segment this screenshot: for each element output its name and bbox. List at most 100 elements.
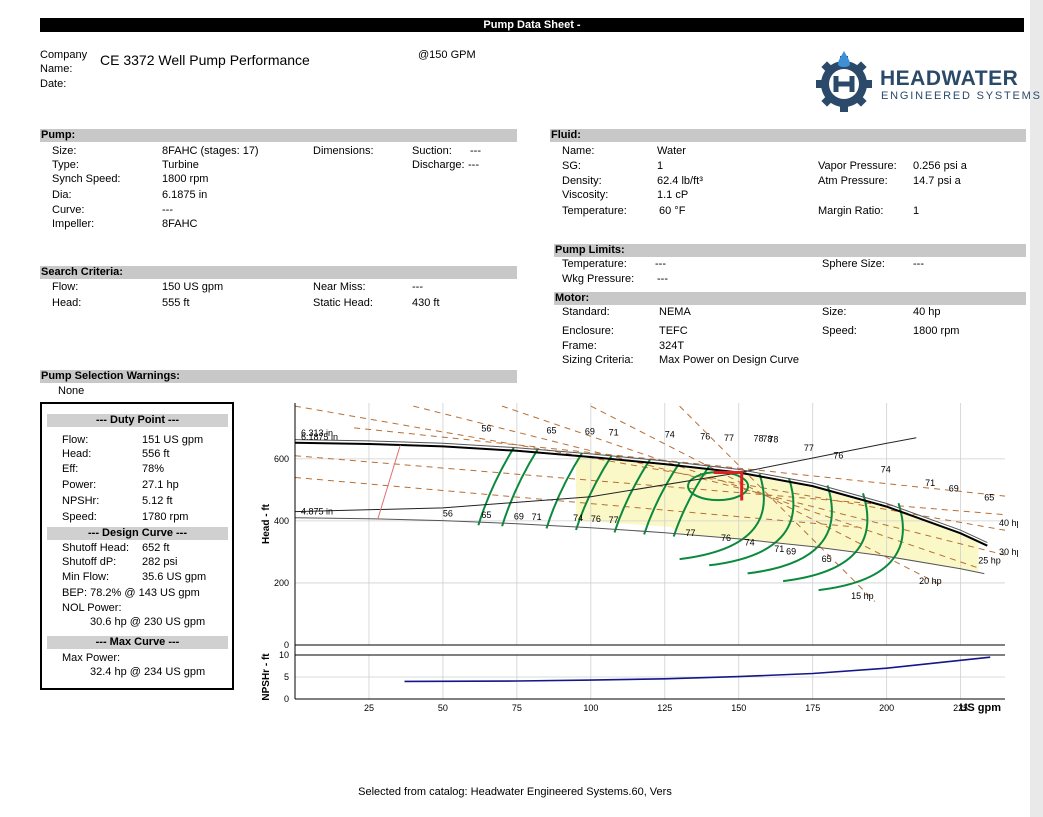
xtick-25: 25 xyxy=(364,703,374,713)
duty-point-heading: --- Duty Point --- xyxy=(47,414,228,427)
xtick-75: 75 xyxy=(512,703,522,713)
head-ytick-600: 600 xyxy=(274,454,289,464)
preferred-operating-region xyxy=(576,455,979,573)
min-flow-line xyxy=(377,444,401,520)
company-label-line2: Name: xyxy=(40,63,73,75)
pump-impeller-label: Impeller: xyxy=(52,218,95,230)
design-curve-heading: --- Design Curve --- xyxy=(47,527,228,540)
efficiency-line-left-3 xyxy=(575,455,613,531)
search-criteria-heading: Search Criteria: xyxy=(40,266,517,279)
diameter-label-6-313: 6.313 in xyxy=(301,428,333,438)
motor-enclosure-label: Enclosure: xyxy=(562,325,614,337)
static-head-label: Static Head: xyxy=(313,297,373,309)
date-label: Date: xyxy=(40,78,67,90)
npsh-ytick-5: 5 xyxy=(284,672,289,682)
efficiency-label-top-11: 76 xyxy=(833,451,843,461)
pump-synch-speed-label: Synch Speed: xyxy=(52,173,121,185)
xtick-150: 150 xyxy=(731,703,746,713)
efficiency-label-top-3: 71 xyxy=(609,427,619,437)
pump-type-value: Turbine xyxy=(162,159,199,171)
head-ytick-0: 0 xyxy=(284,640,289,650)
efficiency-line-left-2 xyxy=(545,452,583,529)
efficiency-label-top-13: 71 xyxy=(925,478,935,488)
head-ytick-400: 400 xyxy=(274,516,289,526)
motor-frame-value: 324T xyxy=(659,340,685,352)
duty-power-value: 27.1 hp xyxy=(142,479,179,491)
efficiency-label-bottom-4: 74 xyxy=(573,513,583,523)
power-label-3: 30 hp xyxy=(999,547,1018,557)
efficiency-line-right-0 xyxy=(679,473,765,561)
pump-curve-value: --- xyxy=(162,204,173,216)
motor-speed-value: 1800 rpm xyxy=(913,325,960,337)
power-line-extra-0 xyxy=(294,455,1006,516)
search-flow-label: Flow: xyxy=(52,281,79,293)
logo-tagline: ENGINEERED SYSTEMS xyxy=(881,90,1042,102)
limit-temperature-label: Temperature: xyxy=(562,258,627,270)
duty-eff-label: Eff: xyxy=(62,463,79,475)
motor-sizing-value: Max Power on Design Curve xyxy=(659,354,800,366)
headwater-logo: HEADWATER ENGINEERED SYSTEMS xyxy=(812,50,1040,114)
npsh-ytick-0: 0 xyxy=(284,694,289,704)
motor-size-label: Size: xyxy=(822,306,847,318)
pump-size-label: Size: xyxy=(52,145,77,157)
xtick-225: 225 xyxy=(953,703,968,713)
xtick-200: 200 xyxy=(879,703,894,713)
npsh-axis-title: NPSHr - ft xyxy=(261,653,272,701)
motor-heading: Motor: xyxy=(554,292,1026,305)
pump-section-heading: Pump: xyxy=(40,129,517,142)
company-name-value: CE 3372 Well Pump Performance xyxy=(100,52,310,68)
npshr-curve xyxy=(404,656,991,683)
pump-impeller-value: 8FAHC xyxy=(162,218,198,230)
motor-standard-label: Standard: xyxy=(562,306,610,318)
min-flow-value: 35.6 US gpm xyxy=(142,571,207,583)
max-diameter-curve xyxy=(294,439,988,544)
efficiency-line-left-5 xyxy=(643,462,681,535)
duty-head-value: 556 ft xyxy=(142,448,170,460)
static-head-value: 430 ft xyxy=(412,297,440,309)
diameter-label-6-1875: 6.1875 in xyxy=(301,432,338,442)
efficiency-label-bottom-6: 77 xyxy=(609,515,619,525)
power-label-1: 20 hp xyxy=(919,576,942,586)
min-flow-label: Min Flow: xyxy=(62,571,110,583)
efficiency-label-bottom-12: 65 xyxy=(822,554,832,564)
near-miss-value: --- xyxy=(412,281,423,293)
npsh-ytick-10: 10 xyxy=(279,650,289,660)
efficiency-label-top-2: 69 xyxy=(585,427,595,437)
catalog-footer: Selected from catalog: Headwater Enginee… xyxy=(358,786,672,798)
pump-size-value: 8FAHC (stages: 17) xyxy=(162,145,259,157)
x-axis-title: US gpm xyxy=(959,702,1001,714)
power-line-4 xyxy=(679,405,876,602)
gear-h-logo-icon xyxy=(816,51,872,112)
vapor-pressure-value: 0.256 psi a xyxy=(913,160,967,172)
power-label-0: 15 hp xyxy=(851,591,874,601)
efficiency-label-top-6: 77 xyxy=(724,433,734,443)
duty-npshr-value: 5.12 ft xyxy=(142,495,173,507)
efficiency-line-left-4 xyxy=(613,459,651,533)
efficiency-label-bottom-9: 74 xyxy=(745,538,755,548)
shutoff-head-label: Shutoff Head: xyxy=(62,542,130,554)
flow-note: @150 GPM xyxy=(418,49,476,61)
efficiency-line-left-0 xyxy=(477,446,515,526)
max-power-label: Max Power: xyxy=(62,652,121,664)
fluid-viscosity-label: Viscosity: xyxy=(562,189,609,201)
warnings-heading: Pump Selection Warnings: xyxy=(40,370,517,383)
efficiency-label-bottom-11: 69 xyxy=(786,546,796,556)
nol-power-label: NOL Power: xyxy=(62,602,122,614)
duty-flow-label: Flow: xyxy=(62,434,89,446)
margin-ratio-label: Margin Ratio: xyxy=(818,205,884,217)
vapor-pressure-label: Vapor Pressure: xyxy=(818,160,897,172)
search-head-value: 555 ft xyxy=(162,297,190,309)
fluid-name-value: Water xyxy=(657,145,686,157)
head-axis-title: Head - ft xyxy=(261,503,272,544)
fluid-temperature-label: Temperature: xyxy=(562,205,627,217)
near-miss-label: Near Miss: xyxy=(313,281,366,293)
pump-dia-label: Dia: xyxy=(52,189,72,201)
sheet-title: Pump Data Sheet - xyxy=(40,18,1024,32)
motor-size-value: 40 hp xyxy=(913,306,941,318)
system-curve xyxy=(294,437,917,513)
duty-power-label: Power: xyxy=(62,479,97,491)
suction-value: --- xyxy=(470,145,481,157)
efficiency-label-top-0: 56 xyxy=(481,424,491,434)
